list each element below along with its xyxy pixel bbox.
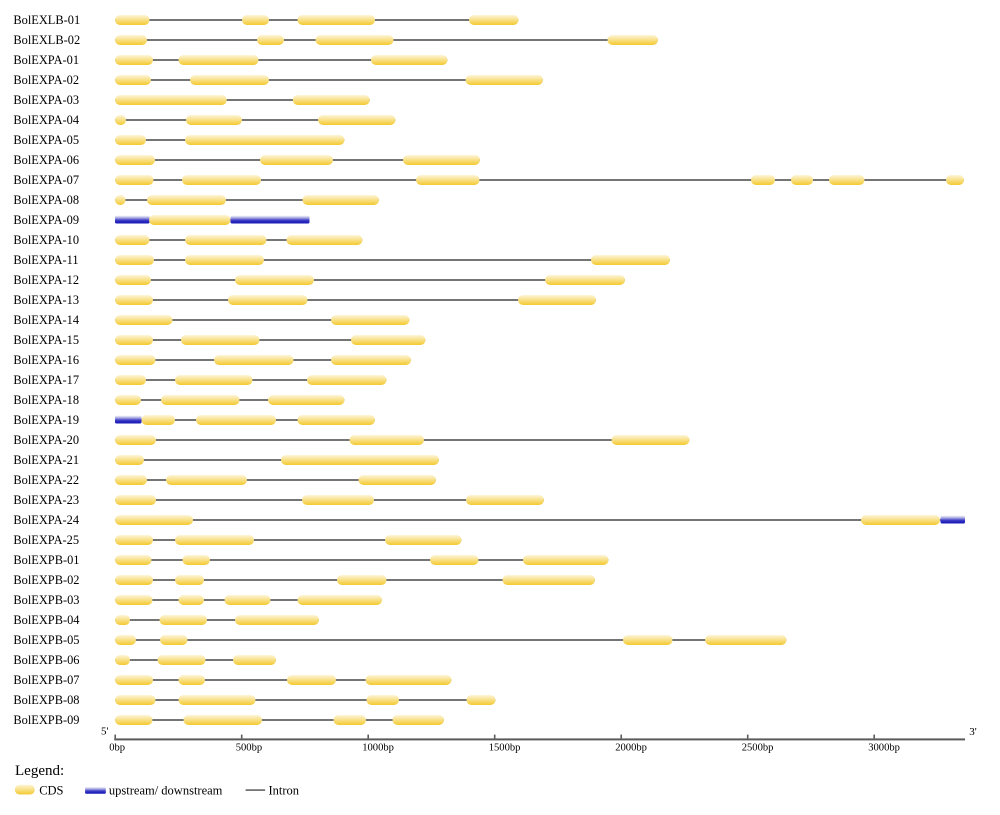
- svg-text:2000bp: 2000bp: [615, 742, 647, 753]
- svg-text:BolEXPA-23: BolEXPA-23: [13, 493, 79, 507]
- svg-text:BolEXPA-06: BolEXPA-06: [13, 153, 79, 167]
- svg-text:BolEXPA-22: BolEXPA-22: [13, 473, 79, 487]
- svg-text:BolEXPA-18: BolEXPA-18: [13, 393, 79, 407]
- svg-text:CDS: CDS: [39, 784, 63, 798]
- svg-text:BolEXPA-11: BolEXPA-11: [13, 253, 78, 267]
- svg-text:BolEXPA-24: BolEXPA-24: [13, 513, 79, 527]
- svg-text:BolEXPA-02: BolEXPA-02: [13, 73, 79, 87]
- svg-text:1500bp: 1500bp: [489, 742, 521, 753]
- svg-text:5': 5': [101, 726, 109, 738]
- svg-text:BolEXPA-17: BolEXPA-17: [13, 373, 79, 387]
- svg-text:Legend:: Legend:: [15, 763, 64, 779]
- svg-text:3': 3': [969, 726, 977, 738]
- svg-text:upstream/ downstream: upstream/ downstream: [109, 783, 223, 797]
- svg-text:BolEXPB-06: BolEXPB-06: [13, 653, 79, 667]
- svg-text:BolEXPA-25: BolEXPA-25: [13, 533, 79, 547]
- svg-text:BolEXPA-09: BolEXPA-09: [13, 213, 79, 227]
- svg-text:0bp: 0bp: [109, 742, 125, 753]
- svg-text:BolEXPA-12: BolEXPA-12: [13, 273, 79, 287]
- svg-text:BolEXPB-04: BolEXPB-04: [13, 613, 79, 627]
- svg-text:BolEXPA-10: BolEXPA-10: [13, 233, 79, 247]
- svg-text:BolEXPA-14: BolEXPA-14: [13, 313, 79, 327]
- svg-text:Intron: Intron: [269, 783, 300, 797]
- svg-text:2500bp: 2500bp: [742, 742, 774, 753]
- svg-text:BolEXPB-05: BolEXPB-05: [13, 633, 79, 647]
- svg-text:BolEXPA-16: BolEXPA-16: [13, 353, 79, 367]
- svg-text:3000bp: 3000bp: [868, 742, 900, 753]
- svg-text:BolEXPB-02: BolEXPB-02: [13, 573, 79, 587]
- svg-text:BolEXLB-01: BolEXLB-01: [13, 13, 80, 27]
- svg-text:BolEXPA-13: BolEXPA-13: [13, 293, 79, 307]
- svg-text:1000bp: 1000bp: [362, 742, 394, 753]
- svg-text:BolEXPA-21: BolEXPA-21: [13, 453, 79, 467]
- svg-text:BolEXPB-09: BolEXPB-09: [13, 713, 79, 727]
- svg-text:BolEXPA-15: BolEXPA-15: [13, 333, 79, 347]
- svg-text:BolEXPB-01: BolEXPB-01: [13, 553, 79, 567]
- svg-text:BolEXPA-07: BolEXPA-07: [13, 173, 79, 187]
- svg-text:BolEXPA-05: BolEXPA-05: [13, 133, 79, 147]
- svg-text:BolEXPB-03: BolEXPB-03: [13, 593, 79, 607]
- svg-text:500bp: 500bp: [236, 742, 262, 753]
- svg-text:BolEXPB-08: BolEXPB-08: [13, 693, 79, 707]
- svg-text:BolEXPA-20: BolEXPA-20: [13, 433, 79, 447]
- svg-text:BolEXPA-08: BolEXPA-08: [13, 193, 79, 207]
- svg-text:BolEXPA-19: BolEXPA-19: [13, 413, 79, 427]
- svg-text:BolEXLB-02: BolEXLB-02: [13, 33, 80, 47]
- svg-text:BolEXPA-03: BolEXPA-03: [13, 93, 79, 107]
- svg-text:BolEXPA-01: BolEXPA-01: [13, 53, 79, 67]
- svg-text:BolEXPA-04: BolEXPA-04: [13, 113, 79, 127]
- svg-text:BolEXPB-07: BolEXPB-07: [13, 673, 79, 687]
